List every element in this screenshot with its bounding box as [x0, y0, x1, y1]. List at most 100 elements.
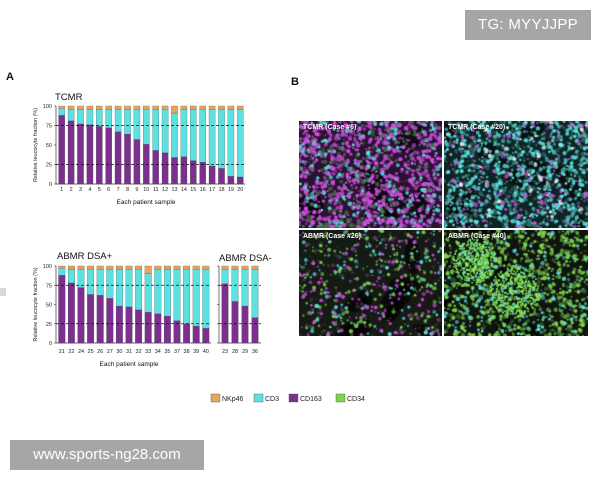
bar-cd163: [143, 144, 150, 185]
bar-nkp46: [161, 105, 169, 110]
bar-nkp46: [183, 265, 191, 270]
telegram-badge: TG: MYYJJPP: [465, 10, 591, 40]
x-tick-label: 31: [126, 349, 132, 355]
bar-cd3: [106, 268, 114, 299]
x-tick-label: 38: [184, 349, 190, 355]
x-tick-label: 9: [135, 187, 138, 193]
x-tick-label: 4: [88, 187, 91, 193]
bar-cd3: [161, 108, 169, 153]
bar-cd3: [171, 112, 178, 158]
legend-item: NKp46: [210, 393, 244, 403]
bar-nkp46: [218, 105, 225, 110]
bar-cd163: [154, 313, 162, 344]
x-tick-label: 35: [164, 349, 170, 355]
bar-cd3: [86, 108, 94, 125]
bar-nkp46: [114, 105, 122, 110]
micrograph-label: TCMR (Case #6): [303, 124, 357, 131]
bar-cd163: [183, 323, 191, 344]
bar-cd3: [152, 108, 159, 151]
bar-nkp46: [192, 265, 200, 270]
y-tick-label: 0: [49, 341, 52, 347]
chart-3: ABMR DSA- 23 28 29 36: [217, 253, 272, 355]
bar-cd3: [58, 108, 65, 116]
bar-cd3: [67, 268, 75, 284]
bar-cd3: [77, 108, 84, 125]
bar-cd163: [192, 325, 200, 344]
bar-nkp46: [152, 105, 159, 110]
bar-nkp46: [173, 265, 181, 270]
bar-nkp46: [237, 105, 244, 110]
x-tick-label: 13: [171, 187, 177, 193]
x-tick-label: 39: [193, 349, 199, 355]
x-tick-label: 15: [190, 187, 196, 193]
bar-nkp46: [163, 265, 171, 270]
left-edge-marker: [0, 288, 6, 296]
bar-nkp46: [106, 265, 114, 270]
legend-item: CD163: [288, 393, 322, 403]
bar-cd163: [241, 305, 249, 344]
bar-nkp46: [241, 265, 249, 270]
bar-cd163: [67, 120, 75, 185]
x-tick-label: 30: [116, 349, 122, 355]
bar-nkp46: [67, 105, 75, 110]
bar-nkp46: [180, 105, 188, 110]
bar-cd3: [96, 108, 103, 127]
legend-label: CD34: [347, 396, 365, 403]
y-tick-label: 0: [49, 182, 52, 188]
legend-swatch: [288, 393, 299, 403]
x-tick-label: 32: [136, 349, 142, 355]
legend-label: CD163: [300, 396, 322, 403]
bar-cd3: [67, 108, 75, 121]
bar-nkp46: [199, 105, 206, 110]
y-tick-label: 50: [46, 303, 52, 309]
panel-label-a: A: [6, 71, 14, 83]
y-tick-label: 25: [46, 163, 52, 169]
watermark-url: www.sports-ng28.com: [10, 440, 204, 470]
bar-cd163: [227, 176, 235, 185]
legend-swatch: [253, 393, 264, 403]
x-tick-label: 22: [68, 349, 74, 355]
micrograph-label: TCMR (Case #20): [448, 124, 506, 131]
bar-nkp46: [96, 265, 104, 270]
bar-cd3: [143, 108, 150, 145]
y-tick-label: 100: [43, 104, 52, 110]
y-tick-label: 100: [43, 264, 52, 270]
bar-cd3: [173, 268, 181, 321]
bar-nkp46: [86, 105, 94, 110]
bar-cd3: [202, 268, 210, 329]
bar-cd3: [105, 108, 112, 128]
bar-cd3: [237, 108, 244, 178]
bar-cd3: [144, 273, 152, 313]
y-tick-label: 75: [46, 283, 52, 289]
bar-cd163: [221, 283, 229, 344]
bar-nkp46: [251, 265, 259, 270]
legend-swatch: [210, 393, 221, 403]
bar-cd163: [77, 123, 84, 185]
legend-swatch: [335, 393, 346, 403]
bar-cd163: [124, 133, 131, 185]
bar-cd3: [208, 108, 216, 167]
bar-cd163: [133, 139, 141, 185]
y-axis-label: Relative leucocyte fraction (%): [33, 108, 39, 182]
bar-nkp46: [87, 265, 95, 270]
x-axis-label: Each patient sample: [100, 361, 159, 368]
bar-cd3: [96, 268, 104, 296]
bar-nkp46: [133, 105, 141, 110]
bar-nkp46: [143, 105, 150, 110]
bar-nkp46: [125, 265, 133, 270]
bar-cd3: [133, 108, 141, 140]
x-tick-label: 21: [59, 349, 65, 355]
bar-cd163: [114, 131, 122, 185]
bar-cd163: [115, 305, 123, 344]
bar-cd3: [77, 268, 85, 288]
bar-cd163: [96, 295, 104, 344]
bar-nkp46: [115, 265, 123, 270]
bar-cd163: [144, 312, 152, 344]
legend-label: CD3: [265, 396, 279, 403]
bar-nkp46: [227, 105, 235, 110]
x-tick-label: 33: [145, 349, 151, 355]
micrograph-tcmr-case-6: TCMR (Case #6): [299, 121, 442, 228]
x-tick-label: 24: [78, 349, 84, 355]
x-tick-label: 37: [174, 349, 180, 355]
